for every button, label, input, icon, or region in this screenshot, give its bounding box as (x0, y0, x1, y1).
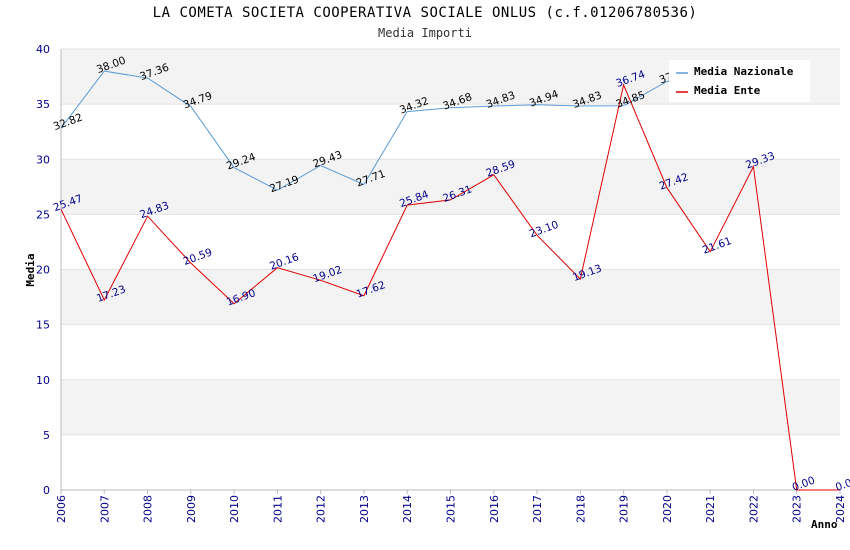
y-axis-label: Media (24, 253, 37, 286)
x-tick-label: 2012 (315, 495, 328, 523)
grid-band (61, 269, 840, 325)
y-tick-label: 0 (43, 484, 50, 497)
series-line-nazionale (60, 70, 754, 191)
grid-lines (61, 48, 840, 491)
x-tick-label: 2024 (834, 495, 847, 523)
y-tick-label: 30 (36, 153, 50, 166)
x-axis-label: Anno (811, 518, 838, 531)
grid-bands (61, 49, 840, 490)
grid-band (61, 379, 840, 435)
y-tick-label: 15 (36, 319, 50, 332)
legend-box (669, 60, 810, 102)
x-tick-label: 2009 (185, 495, 198, 523)
y-tick-label: 25 (36, 208, 50, 221)
y-tick-label: 20 (36, 264, 50, 277)
x-tick-label: 2010 (228, 495, 241, 523)
x-tick-label: 2017 (531, 495, 544, 523)
x-tick-label: 2008 (142, 495, 155, 523)
grid-band (61, 324, 840, 380)
series-line-ente (60, 83, 840, 491)
x-tick-label: 2023 (791, 495, 804, 523)
y-tick-label: 10 (36, 374, 50, 387)
legend-label-nazionale: Media Nazionale (694, 65, 794, 78)
x-tick-label: 2020 (661, 495, 674, 523)
legend: Media Nazionale Media Ente (669, 60, 810, 102)
x-tick-label: 2021 (704, 495, 717, 523)
x-tick-label: 2019 (618, 495, 631, 523)
x-tick-label: 2006 (55, 495, 68, 523)
x-tick-label: 2013 (358, 495, 371, 523)
grid-band (61, 434, 840, 490)
series-lines (60, 70, 840, 491)
grid-band (61, 104, 840, 160)
legend-label-ente: Media Ente (694, 84, 761, 97)
x-tick-label: 2014 (401, 495, 414, 523)
y-tick-label: 35 (36, 98, 50, 111)
y-tick-label: 40 (36, 43, 50, 56)
chart-subtitle: Media Importi (378, 26, 472, 40)
x-tick-label: 2022 (747, 495, 760, 523)
y-ticks: 0 5 10 15 20 25 30 35 40 (36, 43, 50, 497)
x-tick-label: 2007 (98, 495, 111, 523)
chart-title: LA COMETA SOCIETA COOPERATIVA SOCIALE ON… (152, 5, 698, 21)
x-tick-label: 2015 (445, 495, 458, 523)
x-tick-label: 2011 (271, 495, 284, 523)
x-ticks: 2006 2007 2008 2009 2010 2011 2012 2013 2014 2015… (55, 490, 847, 523)
x-tick-label: 2018 (574, 495, 587, 523)
grid-band (61, 214, 840, 270)
y-tick-label: 5 (43, 429, 50, 442)
grid-band (61, 159, 840, 215)
x-tick-label: 2016 (488, 495, 501, 523)
